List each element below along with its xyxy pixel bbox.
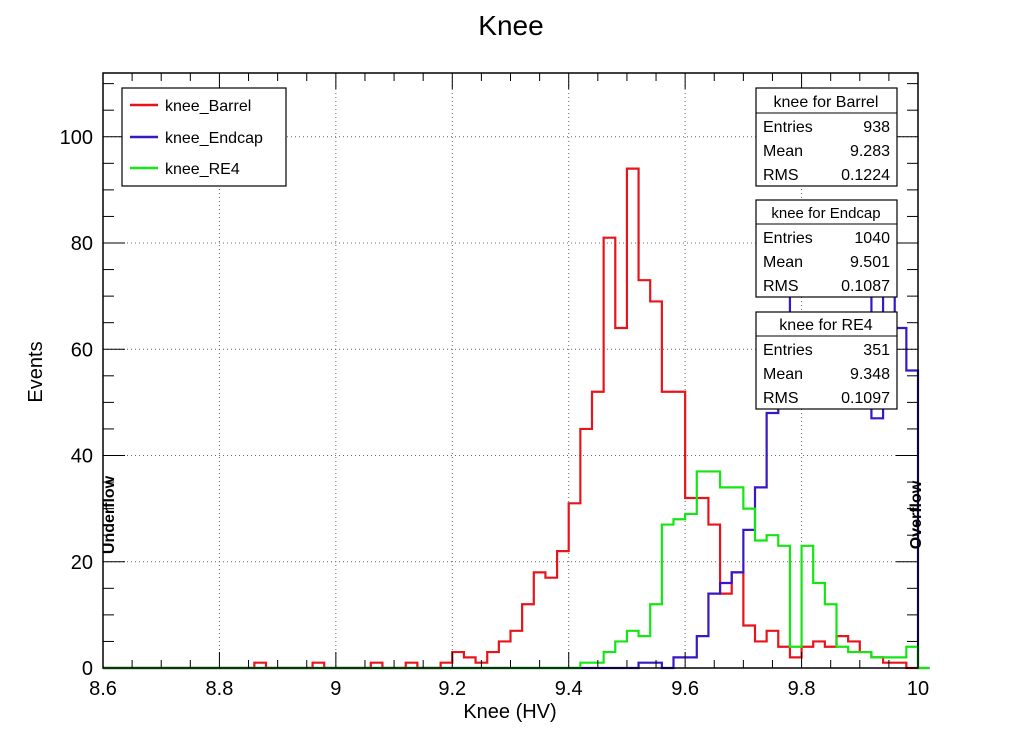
x-tick-label: 9.2 <box>438 678 466 700</box>
legend-label-barrel: knee_Barrel <box>165 98 251 115</box>
legend-label-re4: knee_RE4 <box>165 161 240 178</box>
x-axis-label: Knee (HV) <box>463 701 556 723</box>
stats-endcap-mean-value: 9.501 <box>850 254 890 271</box>
stats-box-re4-title: knee for RE4 <box>779 317 872 334</box>
stats-endcap-entries-label: Entries <box>763 230 813 247</box>
stats-endcap-mean-label: Mean <box>763 254 803 271</box>
stats-box-re4-frame <box>755 311 898 410</box>
stats-box-endcap-frame <box>755 199 898 298</box>
x-tick-label: 9.4 <box>555 678 583 700</box>
y-tick-label: 40 <box>71 446 93 468</box>
y-tick-label: 100 <box>60 127 93 149</box>
legend-entry-endcap: knee_Endcap <box>130 130 263 147</box>
y-tick-label: 0 <box>82 658 93 680</box>
stats-re4-entries-label: Entries <box>763 342 813 359</box>
underflow-label: Underflow <box>101 475 118 554</box>
stats-endcap-rms-value: 0.1087 <box>841 278 890 295</box>
x-tick-label: 8.6 <box>89 678 117 700</box>
stats-barrel-entries-label: Entries <box>763 119 813 136</box>
x-tick-label: 10 <box>907 678 929 700</box>
stats-barrel-mean-value: 9.283 <box>850 143 890 160</box>
series-knee-re4 <box>103 470 930 670</box>
y-axis-label: Events <box>25 341 47 402</box>
x-tick-label: 9.6 <box>671 678 699 700</box>
stats-endcap-rms-label: RMS <box>763 278 799 295</box>
stats-box-barrel: knee for Barrel Entries 938 Mean 9.283 R… <box>755 87 898 187</box>
x-tick-label: 9 <box>330 678 341 700</box>
legend: knee_Barrel knee_Endcap knee_RE4 <box>121 87 287 187</box>
legend-entry-barrel: knee_Barrel <box>130 98 251 115</box>
stats-endcap-entries-value: 1040 <box>854 230 890 247</box>
stats-box-endcap: knee for Endcap Entries 1040 Mean 9.501 … <box>755 199 898 298</box>
stats-box-barrel-title: knee for Barrel <box>774 94 879 111</box>
x-tick-label: 8.8 <box>206 678 234 700</box>
stats-barrel-rms-value: 0.1224 <box>841 167 890 184</box>
stats-box-re4: knee for RE4 Entries 351 Mean 9.348 RMS … <box>755 311 898 410</box>
y-tick-label: 20 <box>71 552 93 574</box>
stats-barrel-rms-label: RMS <box>763 167 799 184</box>
stats-re4-mean-label: Mean <box>763 366 803 383</box>
x-tick-label: 9.8 <box>788 678 816 700</box>
chart-title: Knee <box>478 10 543 41</box>
overflow-label: Overflow <box>908 480 925 549</box>
stats-box-barrel-frame <box>755 87 898 187</box>
stats-re4-rms-label: RMS <box>763 390 799 407</box>
legend-entry-re4: knee_RE4 <box>130 161 240 178</box>
legend-label-endcap: knee_Endcap <box>165 130 263 147</box>
stats-re4-mean-value: 9.348 <box>850 366 890 383</box>
stats-re4-entries-value: 351 <box>863 342 890 359</box>
stats-box-endcap-title: knee for Endcap <box>771 205 880 222</box>
stats-re4-rms-value: 0.1097 <box>841 390 890 407</box>
y-tick-label: 80 <box>71 233 93 255</box>
y-tick-label: 60 <box>71 339 93 361</box>
stats-barrel-entries-value: 938 <box>863 119 890 136</box>
stats-barrel-mean-label: Mean <box>763 143 803 160</box>
